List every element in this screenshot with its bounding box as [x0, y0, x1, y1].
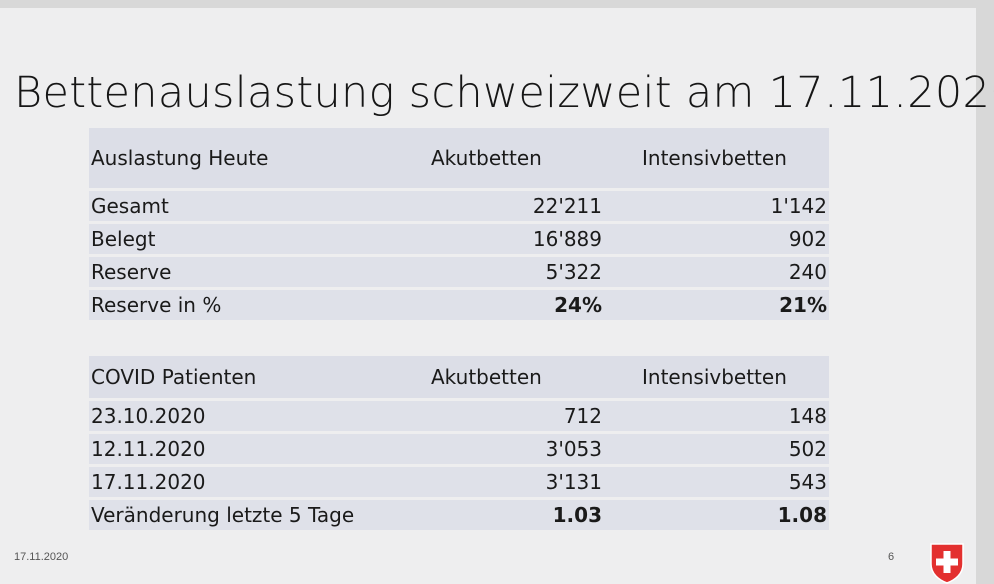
icu-value: 902	[604, 222, 829, 257]
acute-value: 22'211	[381, 189, 604, 224]
acute-value: 16'889	[381, 222, 604, 257]
header-cell: Akutbetten	[381, 128, 604, 191]
table-header-row: Auslastung Heute Akutbetten Intensivbett…	[89, 128, 829, 191]
header-cell: Auslastung Heute	[89, 128, 381, 191]
acute-value: 3'053	[381, 432, 604, 467]
acute-value: 5'322	[381, 255, 604, 290]
header-cell: Akutbetten	[381, 356, 604, 401]
row-label: Belegt	[89, 222, 381, 257]
icu-value: 21%	[604, 288, 829, 323]
acute-value: 1.03	[381, 498, 604, 533]
covid-patients-table: COVID Patienten Akutbetten Intensivbette…	[89, 356, 829, 533]
acute-value: 24%	[381, 288, 604, 323]
row-label: 17.11.2020	[89, 465, 381, 500]
table-row: Belegt 16'889 902	[89, 222, 829, 257]
table-row: Reserve 5'322 240	[89, 255, 829, 290]
swiss-cross-logo	[930, 543, 964, 584]
table-row: Gesamt 22'211 1'142	[89, 189, 829, 224]
row-label: Veränderung letzte 5 Tage	[89, 498, 381, 533]
icu-value: 502	[604, 432, 829, 467]
icu-value: 148	[604, 399, 829, 434]
table-row: Reserve in % 24% 21%	[89, 288, 829, 323]
slide-title: Bettenauslastung schweizweit am 17.11.20…	[14, 68, 994, 118]
row-label: Reserve	[89, 255, 381, 290]
icu-value: 240	[604, 255, 829, 290]
table-row: 17.11.2020 3'131 543	[89, 465, 829, 500]
header-cell: Intensivbetten	[604, 128, 829, 191]
row-label: Reserve in %	[89, 288, 381, 323]
page-number: 6	[888, 551, 895, 563]
icu-value: 543	[604, 465, 829, 500]
row-label: Gesamt	[89, 189, 381, 224]
acute-value: 712	[381, 399, 604, 434]
icu-value: 1'142	[604, 189, 829, 224]
footer-date: 17.11.2020	[14, 551, 69, 563]
row-label: 23.10.2020	[89, 399, 381, 434]
icu-value: 1.08	[604, 498, 829, 533]
table-row: 12.11.2020 3'053 502	[89, 432, 829, 467]
slide: Bettenauslastung schweizweit am 17.11.20…	[0, 8, 994, 584]
table-row: Veränderung letzte 5 Tage 1.03 1.08	[89, 498, 829, 533]
table-row: 23.10.2020 712 148	[89, 399, 829, 434]
header-cell: Intensivbetten	[604, 356, 829, 401]
row-label: 12.11.2020	[89, 432, 381, 467]
bed-occupancy-table: Auslastung Heute Akutbetten Intensivbett…	[89, 128, 829, 323]
table-header-row: COVID Patienten Akutbetten Intensivbette…	[89, 356, 829, 401]
header-cell: COVID Patienten	[89, 356, 381, 401]
acute-value: 3'131	[381, 465, 604, 500]
